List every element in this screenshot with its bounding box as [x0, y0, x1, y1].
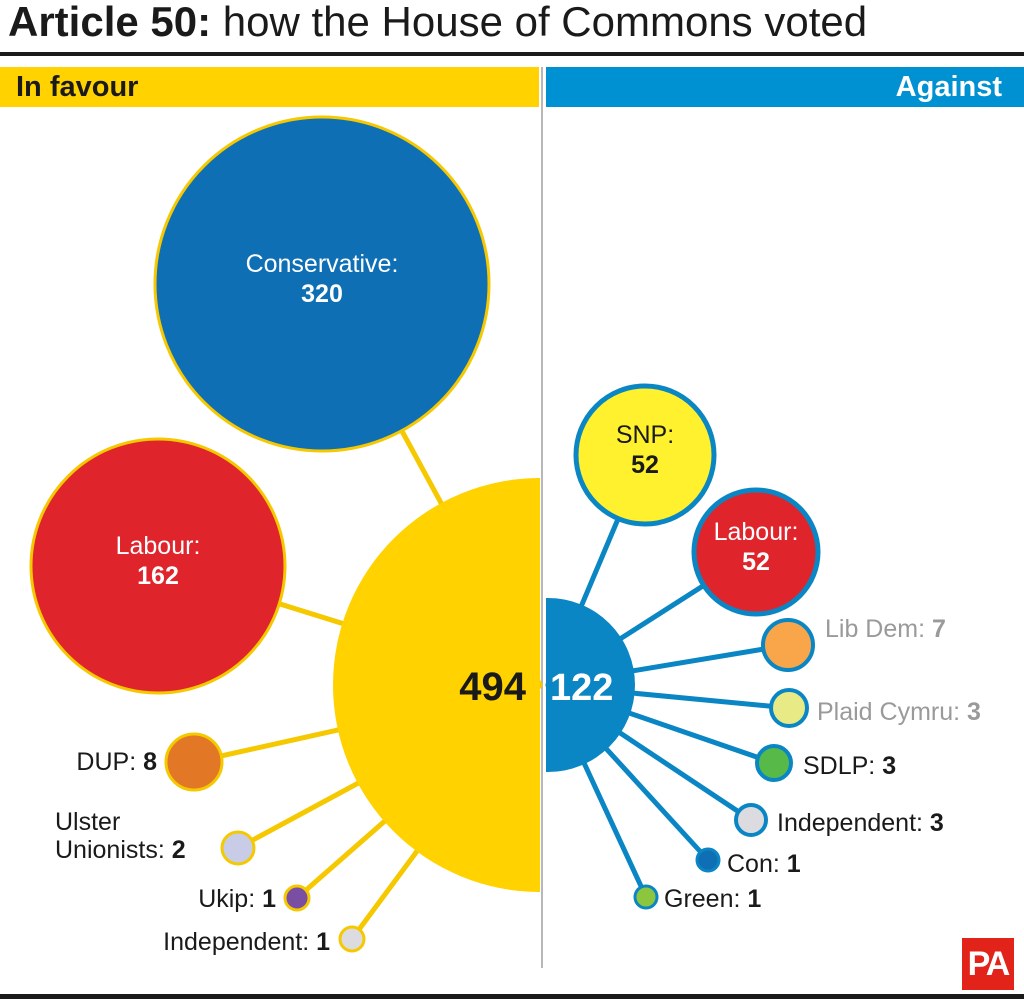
in-favour-conservative-name: Conservative:	[246, 250, 399, 278]
in-favour-ulster-unionists-value: 2	[172, 836, 186, 864]
against-sdlp-value: 3	[882, 752, 896, 780]
bottom-rule	[0, 994, 1024, 999]
in-favour-conservative-value: 320	[301, 280, 343, 308]
in-favour-ukip-bubble	[283, 884, 311, 912]
against-green-value: 1	[747, 885, 761, 913]
against-labour-value: 52	[742, 548, 770, 576]
against-lib-dem-label: Lib Dem: 7	[825, 615, 946, 643]
against-independent-label: Independent: 3	[777, 809, 944, 837]
in-favour-ukip-value: 1	[262, 885, 276, 913]
against-con-bubble	[695, 847, 721, 873]
against-plaid-cymru-bubble	[769, 688, 809, 728]
pa-logo: PA	[962, 938, 1014, 990]
in-favour-ulster-unionists-name-line2: Unionists: 2	[55, 836, 186, 864]
against-snp-bubble	[573, 383, 717, 527]
in-favour-labour-value: 162	[137, 562, 179, 590]
in-favour-dup-value: 8	[143, 748, 157, 776]
in-favour-independent-label: Independent: 1	[163, 928, 330, 956]
against-sdlp-label: SDLP: 3	[803, 752, 896, 780]
in-favour-dup-bubble	[164, 732, 224, 792]
in-favour-conservative-bubble	[153, 115, 491, 453]
in-favour-independent-bubble	[338, 925, 366, 953]
against-total-label: 122	[550, 667, 613, 709]
in-favour-header: In favour	[0, 67, 539, 107]
against-plaid-cymru-value: 3	[967, 698, 981, 726]
against-sdlp-bubble	[755, 744, 793, 782]
against-total-bubble	[546, 598, 635, 772]
against-labour-bubble	[691, 487, 821, 617]
in-favour-labour-bubble	[29, 437, 287, 695]
against-independent-value: 3	[930, 809, 944, 837]
against-labour-name: Labour:	[714, 518, 799, 546]
in-favour-ulster-unionists-name-line1: Ulster	[55, 808, 120, 836]
in-favour-dup-label: DUP: 8	[76, 748, 157, 776]
against-independent-bubble	[734, 803, 768, 837]
page-title: Article 50: how the House of Commons vot…	[8, 0, 868, 45]
against-lib-dem-value: 7	[932, 615, 946, 643]
in-favour-total-label: 494	[459, 665, 526, 709]
in-favour-ukip-label: Ukip: 1	[198, 885, 276, 913]
against-snp-value: 52	[631, 451, 659, 479]
against-snp-name: SNP:	[616, 421, 674, 449]
against-lib-dem-bubble	[761, 618, 815, 672]
title-rule	[0, 52, 1024, 56]
in-favour-labour-name: Labour:	[116, 532, 201, 560]
against-plaid-cymru-label: Plaid Cymru: 3	[817, 698, 981, 726]
in-favour-total-bubble	[333, 478, 540, 892]
against-con-label: Con: 1	[727, 850, 801, 878]
against-header: Against	[546, 67, 1024, 107]
in-favour-independent-value: 1	[316, 928, 330, 956]
against-green-label: Green: 1	[664, 885, 761, 913]
against-green-bubble	[633, 884, 659, 910]
in-favour-ulster-unionists-bubble	[220, 830, 256, 866]
against-con-value: 1	[787, 850, 801, 878]
